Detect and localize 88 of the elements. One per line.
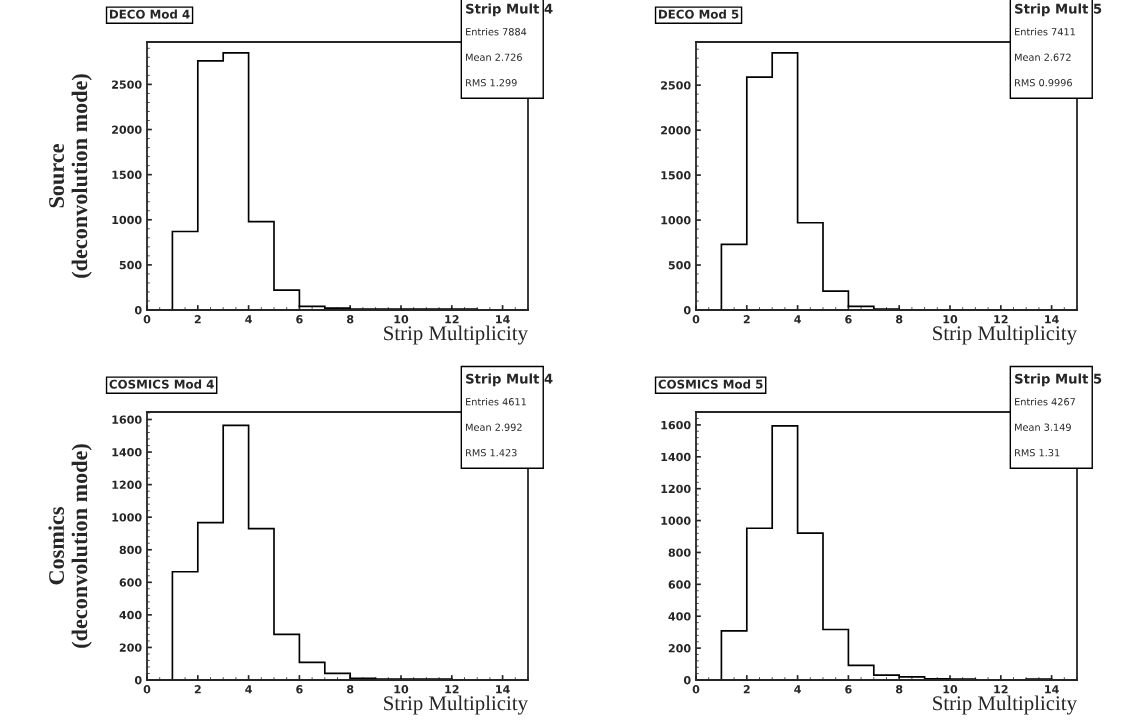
x-tick-label: 6 [845, 685, 852, 694]
text: Strip Mult 4 [466, 3, 553, 17]
annotation: RMS 1.423 [466, 449, 517, 457]
y-tick-label: 2000 [112, 125, 142, 134]
y-tick-label: 800 [119, 545, 142, 555]
y-tick-label: 1000 [661, 516, 691, 525]
x-tick-label: 0 [143, 315, 151, 324]
y-tick-label: 2000 [661, 126, 691, 135]
y-tick-label: 400 [119, 610, 142, 620]
chart-title: DECO Mod 4 [109, 9, 190, 19]
x-tick-label: 8 [347, 685, 354, 694]
y-tick-label: 800 [668, 548, 691, 557]
x-tick-label: 4 [245, 315, 252, 324]
y-tick-label: 500 [668, 261, 691, 270]
annotation: RMS 0.9996 [1015, 79, 1072, 87]
x-tick-label: 6 [296, 315, 303, 324]
x-tick-label: 10 [943, 685, 958, 694]
x-axis-title: Strip Multiplicity [384, 695, 528, 715]
x-tick-label: 12 [445, 315, 459, 324]
x-tick-label: 12 [445, 685, 459, 694]
x-tick-label: 12 [994, 315, 1008, 324]
y-tick-label: 1000 [112, 513, 142, 522]
chart-title: DECO Mod 5 [658, 9, 739, 19]
y-tick-label: 0 [134, 305, 142, 315]
y-tick-label: 200 [119, 643, 142, 652]
y-tick-label: 1000 [112, 215, 142, 225]
y-tick-label: 1600 [112, 415, 142, 424]
x-axis-title: Strip Multiplicity [384, 325, 528, 345]
x-tick-label: 6 [845, 315, 852, 324]
x-tick-label: 4 [245, 685, 252, 694]
x-tick-label: 14 [496, 315, 510, 324]
annotation: Mean 2.992 [466, 423, 522, 431]
x-tick-label: 12 [994, 685, 1008, 694]
y-tick-label: 2500 [661, 81, 691, 90]
x-axis-title: Strip Multiplicity [933, 325, 1077, 345]
y-tick-label: 400 [668, 612, 691, 621]
y-tick-label: 500 [119, 260, 142, 270]
chart-title: COSMICS Mod 5 [658, 379, 763, 389]
annotation: Mean 3.149 [1015, 423, 1071, 431]
y-tick-label: 2500 [112, 80, 142, 89]
x-tick-label: 4 [794, 315, 801, 324]
x-tick-label: 0 [692, 685, 700, 694]
y-tick-label: 0 [683, 675, 691, 685]
text: Strip Mult 4 [466, 373, 553, 387]
x-tick-label: 2 [194, 315, 201, 324]
x-tick-label: 10 [394, 685, 409, 694]
x-axis-title: Strip Multiplicity [933, 695, 1077, 715]
x-tick-label: 0 [692, 315, 700, 324]
y-axis-title: Source (deconvolution mode) [49, 74, 92, 278]
y-tick-label: 1200 [112, 480, 142, 489]
y-tick-label: 1600 [661, 420, 691, 430]
annotation: RMS 1.299 [466, 79, 517, 87]
x-tick-label: 0 [143, 685, 151, 694]
y-tick-label: 600 [119, 578, 142, 587]
y-tick-label: 200 [668, 644, 691, 653]
y-tick-label: 1500 [112, 170, 142, 180]
chart-title: COSMICS Mod 4 [109, 379, 214, 389]
text: Strip Mult 5 [1015, 373, 1102, 387]
text: Entries 4611 [466, 397, 526, 406]
x-tick-label: 10 [943, 315, 958, 324]
x-tick-label: 8 [896, 685, 903, 694]
annotation: Mean 2.672 [1015, 53, 1071, 61]
x-tick-label: 2 [194, 685, 201, 694]
y-tick-label: 1200 [661, 484, 691, 494]
y-tick-label: 1400 [112, 448, 142, 457]
text: Strip Mult 5 [1015, 3, 1102, 17]
x-tick-label: 14 [1045, 315, 1059, 324]
y-axis-title: Cosmics (deconvolution mode) [48, 444, 92, 648]
y-tick-label: 0 [134, 675, 142, 685]
annotation: RMS 1.31 [1015, 449, 1060, 457]
y-tick-label: 600 [668, 580, 691, 589]
x-tick-label: 6 [296, 685, 303, 694]
x-tick-label: 2 [743, 315, 750, 324]
text: Entries 7411 [1015, 27, 1075, 36]
x-tick-label: 2 [743, 685, 750, 694]
text: Entries 7884 [466, 27, 527, 36]
y-tick-label: 1400 [661, 452, 691, 462]
annotation: Mean 2.726 [466, 53, 522, 61]
y-tick-label: 1500 [661, 171, 691, 180]
text: Entries 4267 [1015, 397, 1075, 406]
x-tick-label: 10 [394, 315, 409, 324]
y-tick-label: 0 [683, 305, 691, 315]
x-tick-label: 8 [896, 315, 903, 324]
x-tick-label: 4 [794, 685, 801, 694]
x-tick-label: 14 [1045, 685, 1059, 694]
y-tick-label: 1000 [661, 216, 691, 225]
x-tick-label: 14 [496, 685, 510, 694]
x-tick-label: 8 [347, 315, 354, 324]
